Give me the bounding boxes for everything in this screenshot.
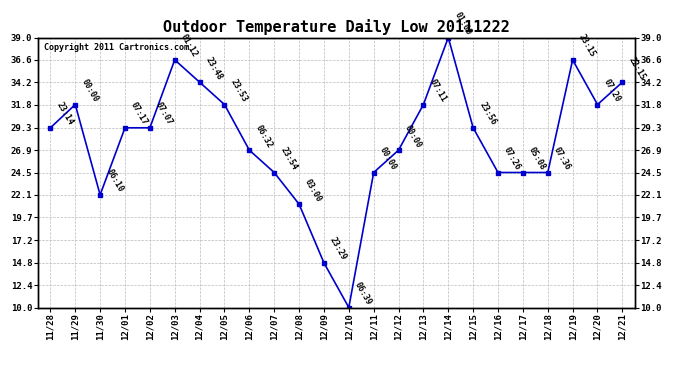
Text: 07:26: 07:26	[502, 146, 522, 172]
Text: 01:00: 01:00	[453, 10, 473, 37]
Text: 23:29: 23:29	[328, 236, 348, 262]
Text: Copyright 2011 Cartronics.com: Copyright 2011 Cartronics.com	[44, 43, 189, 52]
Title: Outdoor Temperature Daily Low 20111222: Outdoor Temperature Daily Low 20111222	[163, 19, 510, 35]
Text: 06:10: 06:10	[104, 168, 125, 194]
Text: 23:15: 23:15	[577, 33, 597, 59]
Text: 07:20: 07:20	[602, 78, 622, 104]
Text: 00:00: 00:00	[378, 146, 398, 172]
Text: 00:00: 00:00	[79, 78, 100, 104]
Text: 01:12: 01:12	[179, 33, 199, 59]
Text: 07:07: 07:07	[154, 101, 175, 127]
Text: 07:17: 07:17	[129, 101, 150, 127]
Text: 23:56: 23:56	[477, 101, 497, 127]
Text: 23:48: 23:48	[204, 55, 224, 81]
Text: 00:00: 00:00	[403, 123, 423, 149]
Text: 06:39: 06:39	[353, 280, 373, 307]
Text: 07:36: 07:36	[552, 146, 572, 172]
Text: 22:15: 22:15	[627, 55, 647, 81]
Text: 06:32: 06:32	[253, 123, 274, 149]
Text: 23:54: 23:54	[278, 146, 299, 172]
Text: 03:00: 03:00	[303, 177, 324, 203]
Text: 23:14: 23:14	[55, 101, 75, 127]
Text: 07:11: 07:11	[428, 78, 448, 104]
Text: 05:08: 05:08	[527, 146, 547, 172]
Text: 23:53: 23:53	[228, 78, 249, 104]
